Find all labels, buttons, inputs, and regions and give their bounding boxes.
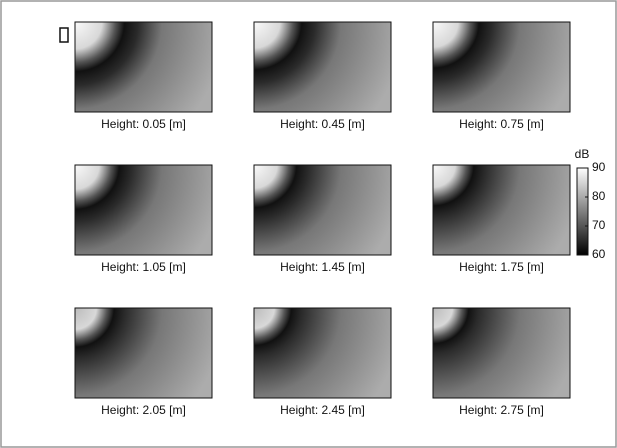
panel-caption: Height: 0.05 [m] (101, 117, 186, 131)
panel-caption: Height: 1.05 [m] (101, 260, 186, 274)
panel-caption: Height: 0.45 [m] (280, 117, 365, 131)
heatmap (74, 307, 213, 399)
heatmap (74, 164, 213, 256)
heatmap (253, 164, 392, 256)
heatmap (74, 21, 213, 113)
tick-label: 80 (592, 189, 606, 203)
heatmap (253, 21, 392, 113)
tick-label: 60 (592, 247, 606, 261)
panel-caption: Height: 0.75 [m] (459, 117, 544, 131)
heatmap (432, 21, 571, 113)
tick-label: 70 (592, 218, 606, 232)
heatmap (432, 164, 571, 256)
colorbar-label: dB (575, 147, 590, 161)
tick-label: 90 (592, 160, 606, 174)
heatmap (432, 307, 571, 399)
marker (59, 27, 69, 43)
panel-caption: Height: 1.45 [m] (280, 260, 365, 274)
heatmap (253, 307, 392, 399)
panel-caption: Height: 1.75 [m] (459, 260, 544, 274)
panel-caption: Height: 2.05 [m] (101, 403, 186, 417)
panel-caption: Height: 2.75 [m] (459, 403, 544, 417)
panel-caption: Height: 2.45 [m] (280, 403, 365, 417)
colorbar (576, 167, 589, 256)
